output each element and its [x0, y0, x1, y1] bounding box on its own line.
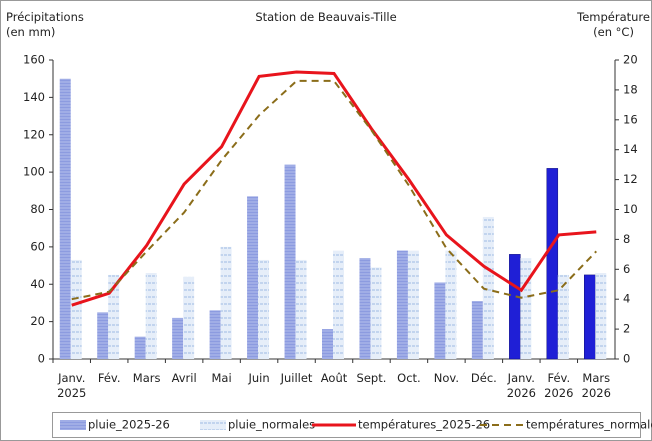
- y2-axis-label: Température (en °C): [577, 10, 650, 39]
- bar: [333, 250, 344, 359]
- bar: [172, 317, 184, 359]
- y-tick-label: 0: [38, 352, 45, 366]
- legend-label: pluie_normales: [228, 418, 315, 432]
- y-tick-label: 120: [23, 127, 45, 141]
- legend-swatch: [60, 420, 86, 430]
- y2-tick-label: 2: [623, 322, 630, 336]
- bar: [209, 310, 221, 359]
- x-tick-label: Déc.: [470, 371, 497, 385]
- x-tick-label: Janv. 2025: [57, 371, 87, 400]
- y-tick-label: 40: [30, 277, 45, 291]
- bar: [520, 258, 532, 359]
- bar: [482, 216, 494, 359]
- chart-title: Station de Beauvais-Tille: [255, 10, 397, 24]
- y2-tick-label: 8: [623, 232, 630, 246]
- bar: [295, 259, 307, 359]
- bar: [145, 273, 157, 359]
- y-tick-label: 20: [30, 314, 45, 328]
- bar: [546, 168, 559, 360]
- x-tick-label: Janv. 2026: [506, 371, 536, 400]
- bar: [284, 164, 296, 359]
- line: [71, 79, 597, 301]
- y2-tick-label: 20: [623, 53, 638, 67]
- x-tick-label: Nov.: [433, 371, 459, 385]
- bar: [322, 329, 333, 359]
- bar: [247, 196, 259, 359]
- x-tick-label: Fév.: [97, 371, 121, 385]
- y-tick-label: 80: [30, 202, 45, 216]
- bar: [407, 250, 419, 359]
- bar: [258, 259, 270, 359]
- bar: [509, 254, 521, 360]
- y-axis-label: Précipitations (en mm): [6, 10, 84, 39]
- x-tick-label: Mars 2026: [581, 371, 611, 400]
- bar: [584, 274, 596, 360]
- x-tick-label: Avril: [171, 371, 197, 385]
- legend-label: pluie_2025-26: [88, 418, 170, 432]
- bar: [59, 78, 71, 359]
- y2-tick-label: 6: [623, 262, 630, 276]
- bar: [220, 246, 232, 359]
- bar: [396, 250, 408, 359]
- bar: [434, 282, 446, 359]
- x-tick-label: Juin: [248, 371, 270, 385]
- y2-tick-label: 0: [623, 352, 630, 366]
- bar: [97, 312, 109, 359]
- bar: [108, 274, 120, 359]
- x-tick-label: Mai: [211, 371, 232, 385]
- legend-label: températures_2025-26: [358, 418, 490, 432]
- x-tick-label: Fév. 2026: [544, 371, 574, 400]
- y2-tick-label: 14: [623, 142, 638, 156]
- bar: [557, 274, 569, 359]
- y-tick-label: 160: [23, 53, 45, 67]
- y-tick-label: 140: [23, 90, 45, 104]
- y2-tick-label: 10: [623, 202, 638, 216]
- bar: [134, 336, 146, 359]
- y2-tick-label: 16: [623, 112, 638, 126]
- y2-tick-label: 18: [623, 82, 638, 96]
- bar: [359, 258, 371, 359]
- bar: [70, 259, 82, 359]
- legend-label: températures_normales: [526, 418, 652, 432]
- legend-swatch: [200, 420, 226, 430]
- y-tick-label: 100: [23, 165, 45, 179]
- y2-tick-label: 12: [623, 172, 638, 186]
- x-tick-label: Sept.: [356, 371, 387, 385]
- y2-tick-label: 4: [623, 292, 630, 306]
- bar: [595, 273, 607, 359]
- x-tick-label: Oct.: [397, 371, 421, 385]
- bar: [445, 250, 457, 359]
- bar: [183, 276, 195, 359]
- x-tick-label: Mars: [132, 371, 161, 385]
- y-tick-label: 60: [30, 239, 45, 253]
- bar: [471, 301, 483, 359]
- x-tick-label: Juillet: [280, 371, 313, 385]
- x-tick-label: Août: [320, 371, 348, 385]
- line: [71, 70, 597, 307]
- bar: [370, 267, 382, 359]
- legend-box: [52, 412, 641, 438]
